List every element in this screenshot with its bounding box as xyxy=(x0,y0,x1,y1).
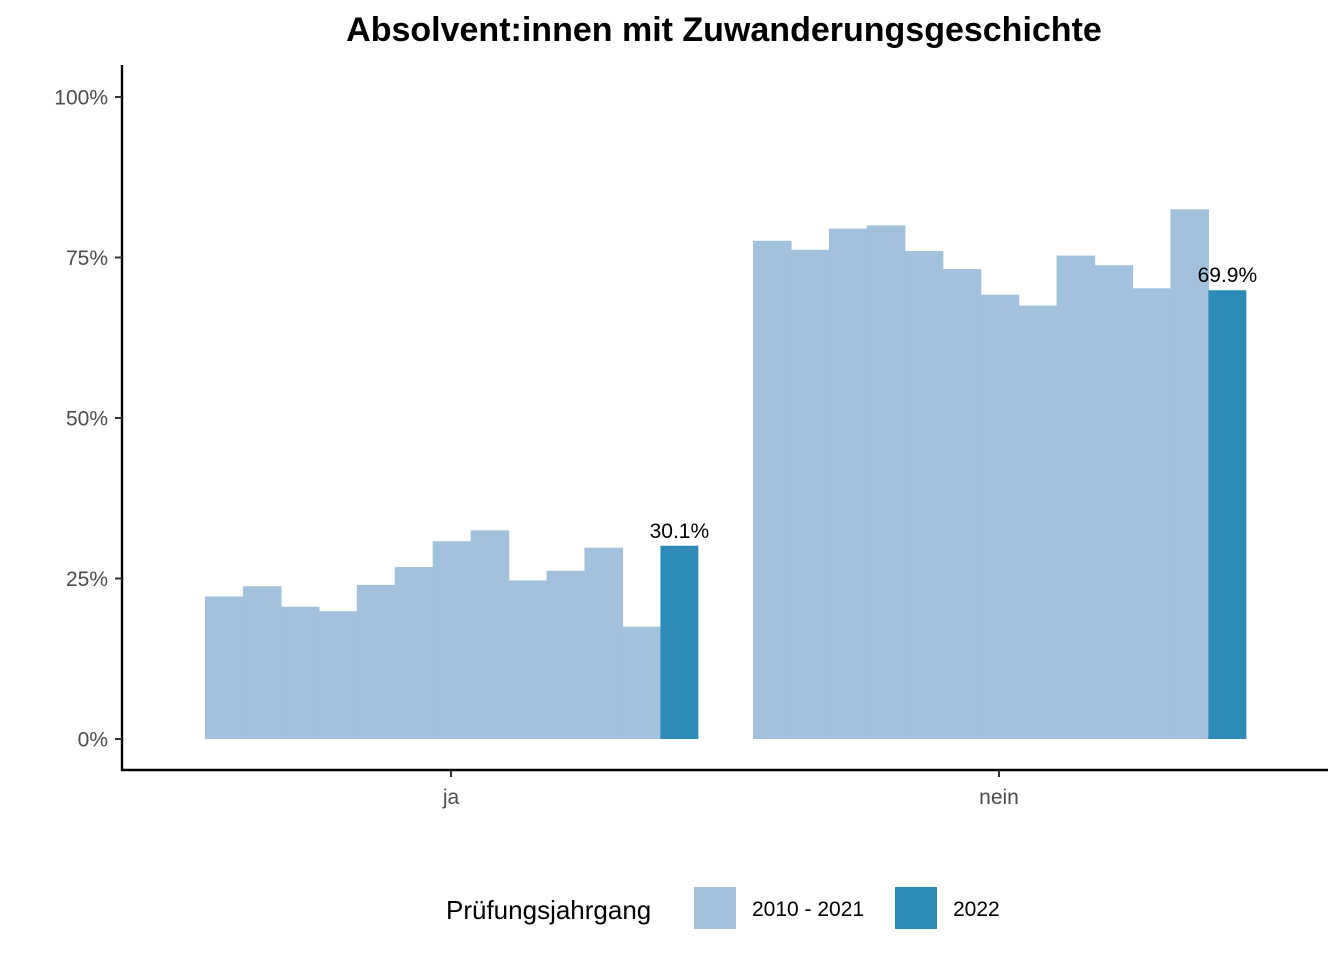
bars-group: 30.1% 69.9% xyxy=(205,209,1258,740)
bar-nein-hist-4 xyxy=(866,225,906,739)
chart-title: Absolvent:innen mit Zuwanderungsgeschich… xyxy=(346,11,1102,49)
bar-ja-hist-1 xyxy=(205,596,244,739)
y-tick-label: 25% xyxy=(66,568,108,591)
bar-nein-hist-2 xyxy=(790,249,830,740)
bar-ja-hist-3 xyxy=(280,606,320,739)
data-label-ja-2022: 30.1% xyxy=(650,520,710,543)
bar-ja-hist-8 xyxy=(470,530,510,739)
bar-ja-hist-2 xyxy=(242,586,282,739)
y-tick-label: 50% xyxy=(66,408,108,431)
bar-nein-hist-10 xyxy=(1094,265,1134,739)
legend-label-2: 2022 xyxy=(953,898,1000,921)
x-tick-label-ja: ja xyxy=(442,786,460,809)
bar-nein-2022 xyxy=(1208,290,1247,739)
bar-ja-hist-12 xyxy=(622,626,661,739)
bar-nein-hist-8 xyxy=(1018,305,1058,739)
bar-nein-hist-9 xyxy=(1056,255,1096,739)
bar-ja-hist-7 xyxy=(432,541,472,739)
bar-ja-2022 xyxy=(660,545,699,739)
bar-ja-hist-6 xyxy=(394,566,434,739)
bar-nein-hist-7 xyxy=(980,294,1020,739)
bar-nein-hist-1 xyxy=(753,240,792,739)
legend-label-1: 2010 - 2021 xyxy=(752,898,864,921)
bar-ja-hist-4 xyxy=(318,611,358,739)
y-tick-label: 100% xyxy=(54,87,108,110)
bar-nein-hist-3 xyxy=(828,228,868,740)
bar-nein-hist-11 xyxy=(1132,288,1172,739)
bar-ja-hist-5 xyxy=(356,584,396,739)
bar-nein-hist-5 xyxy=(904,251,944,739)
bar-ja-hist-11 xyxy=(584,547,624,739)
legend-key-1 xyxy=(694,887,736,929)
y-tick-label: 75% xyxy=(66,247,108,270)
legend: Prüfungsjahrgang 2010 - 2021 2022 xyxy=(446,887,1000,929)
axes-group: 0% 25% 50% 75% 100% ja nein xyxy=(54,65,1328,809)
legend-title: Prüfungsjahrgang xyxy=(446,895,651,925)
x-tick-label-nein: nein xyxy=(979,786,1019,809)
y-tick-label: 0% xyxy=(78,729,108,752)
legend-key-2 xyxy=(895,887,937,929)
data-label-nein-2022: 69.9% xyxy=(1198,264,1258,287)
bar-nein-hist-12 xyxy=(1170,209,1209,740)
bar-nein-hist-6 xyxy=(942,269,982,739)
bar-ja-hist-10 xyxy=(546,570,586,739)
bar-ja-hist-9 xyxy=(508,580,548,739)
